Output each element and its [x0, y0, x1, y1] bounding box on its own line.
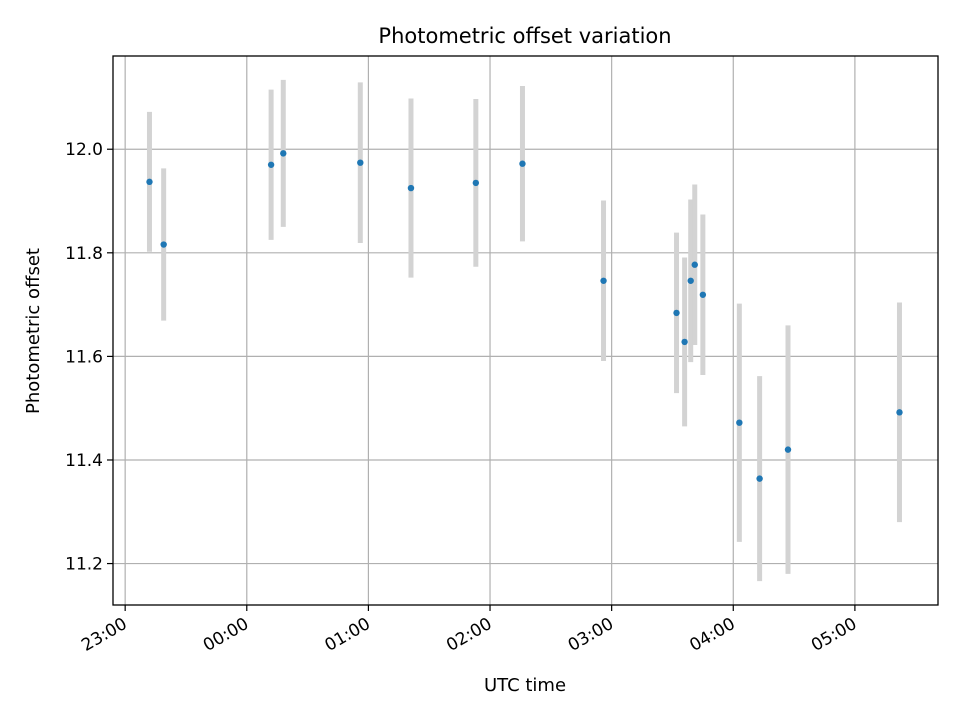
y-tick-label: 11.6	[65, 347, 103, 367]
y-tick-label: 12.0	[65, 140, 103, 160]
data-point	[519, 160, 526, 167]
data-point	[146, 178, 153, 186]
data-point	[756, 475, 763, 482]
data-point	[267, 161, 275, 168]
data-point	[784, 446, 792, 453]
chart-title: Photometric offset variation	[378, 24, 671, 48]
x-axis-label: UTC time	[484, 675, 566, 696]
data-point	[160, 241, 167, 248]
data-point	[407, 184, 415, 192]
data-point	[280, 150, 287, 157]
data-point	[472, 179, 480, 187]
data-point	[357, 159, 364, 166]
data-point	[691, 261, 698, 268]
data-point	[687, 277, 694, 284]
data-point	[896, 409, 903, 416]
y-tick-label: 11.8	[65, 244, 103, 264]
plot-frame	[112, 55, 939, 606]
y-tick-label: 11.2	[65, 555, 103, 575]
data-point	[600, 277, 607, 284]
data-point	[736, 419, 743, 426]
grid	[113, 56, 938, 605]
y-axis-label: Photometric offset	[23, 248, 44, 414]
data-point	[673, 309, 680, 317]
y-axis-ticks: 11.2 11.4 11.6 11.8 12.0	[65, 140, 113, 575]
y-tick-label: 11.4	[65, 451, 103, 471]
data-points	[146, 150, 903, 482]
data-point	[681, 338, 688, 346]
data-point	[699, 291, 707, 298]
